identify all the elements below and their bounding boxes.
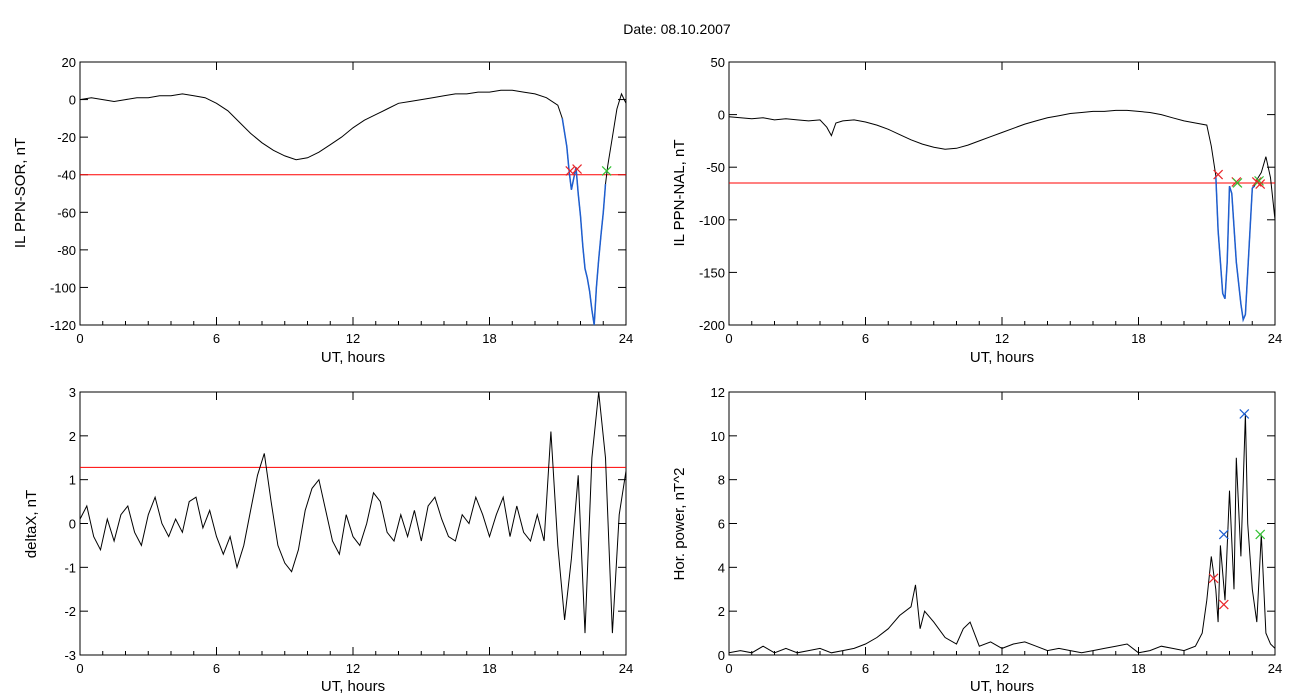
power-series-line <box>728 413 1276 654</box>
panel-deltax-ylabel: deltaX, nT <box>23 490 40 558</box>
deltax-xtick-label: 18 <box>482 661 496 676</box>
panel-nal-ylabel: IL PPN-NAL, nT <box>671 140 688 247</box>
power-marker-green <box>1255 529 1266 540</box>
deltax-ytick-label: 0 <box>69 517 76 532</box>
nal-xtick-label: 0 <box>725 331 732 346</box>
deltax-ytick-label: 3 <box>69 385 76 400</box>
sor-ytick-label: -100 <box>50 280 76 295</box>
nal-series-line <box>728 109 1276 322</box>
sor-xtick-label: 6 <box>213 331 220 346</box>
panel-deltax-xlabel: UT, hours <box>321 678 385 695</box>
power-ytick-label: 4 <box>718 560 725 575</box>
sor-marker-green <box>601 166 612 176</box>
nal-marker-green <box>1232 178 1243 188</box>
deltax-ytick-label: 1 <box>69 473 76 488</box>
sor-ytick-label: 20 <box>62 55 76 70</box>
nal-plot-frame <box>728 61 1276 326</box>
power-xtick-label: 24 <box>1268 661 1282 676</box>
panel-sor-xlabel: UT, hours <box>321 349 385 366</box>
power-ytick-label: 12 <box>711 385 725 400</box>
nal-ytick-label: -200 <box>699 318 725 333</box>
sor-series-line <box>79 89 627 326</box>
nal-ytick-label: -50 <box>706 160 725 175</box>
power-xtick-label: 6 <box>862 661 869 676</box>
deltax-ytick-label: -2 <box>64 604 76 619</box>
panel-sor-ylabel: IL PPN-SOR, nT <box>12 138 29 248</box>
panel-power: Hor. power, nT^2 UT, hours 0 6 12 18 2402468… <box>671 385 1282 695</box>
panel-nal: IL PPN-NAL, nT UT, hours 0 6 12 18 24 -200 -15… <box>671 55 1282 366</box>
panel-nal-xlabel: UT, hours <box>970 349 1034 366</box>
sor-marker-red <box>572 164 583 175</box>
sor-ytick-label: 0 <box>69 93 76 108</box>
panel-power-ylabel: Hor. power, nT^2 <box>671 468 688 581</box>
deltax-ytick-label: -1 <box>64 560 76 575</box>
deltax-series-line <box>79 391 627 634</box>
power-marker-blue <box>1218 529 1229 540</box>
deltax-xtick-label: 12 <box>346 661 360 676</box>
sor-ytick-label: -60 <box>57 205 76 220</box>
deltax-ytick-label: 2 <box>69 429 76 444</box>
nal-marker-green <box>1254 175 1264 186</box>
power-xtick-label: 12 <box>995 661 1009 676</box>
sor-xtick-label: 0 <box>76 331 83 346</box>
sor-plot-frame <box>79 61 627 326</box>
sor-xtick-label: 12 <box>346 331 360 346</box>
deltax-xtick-label: 0 <box>76 661 83 676</box>
sor-ytick-label: -20 <box>57 130 76 145</box>
sor-ytick-label: -40 <box>57 168 76 183</box>
power-xtick-label: 18 <box>1131 661 1145 676</box>
sor-xtick-label: 18 <box>482 331 496 346</box>
power-ytick-label: 10 <box>711 429 725 444</box>
deltax-ytick-label: -3 <box>64 648 76 663</box>
power-ytick-label: 6 <box>718 517 725 532</box>
sor-highlight-segment <box>561 118 607 326</box>
sor-ytick-label: -80 <box>57 243 76 258</box>
nal-highlight-segment <box>1215 175 1256 323</box>
power-xtick-label: 0 <box>725 661 732 676</box>
nal-xtick-label: 6 <box>862 331 869 346</box>
nal-xtick-label: 24 <box>1268 331 1282 346</box>
figure-title: Date: 08.10.2007 <box>623 21 731 37</box>
nal-ytick-label: -100 <box>699 213 725 228</box>
power-marker-red <box>1208 573 1219 584</box>
power-ytick-label: 0 <box>718 648 725 663</box>
nal-xtick-label: 18 <box>1131 331 1145 346</box>
nal-marker-red <box>1255 179 1266 189</box>
sor-xtick-label: 24 <box>619 331 633 346</box>
power-marker-red <box>1218 599 1229 610</box>
power-plot-frame <box>728 391 1276 656</box>
power-ytick-label: 8 <box>718 473 725 488</box>
nal-xtick-label: 12 <box>995 331 1009 346</box>
power-marker-blue <box>1239 408 1250 419</box>
nal-ytick-label: 50 <box>711 55 725 70</box>
sor-marker-red <box>565 166 576 176</box>
deltax-xtick-label: 6 <box>213 661 220 676</box>
deltax-xtick-label: 24 <box>619 661 633 676</box>
panel-power-xlabel: UT, hours <box>970 678 1034 695</box>
nal-ytick-label: -150 <box>699 265 725 280</box>
sor-ytick-label: -120 <box>50 318 76 333</box>
power-ytick-label: 2 <box>718 604 725 619</box>
nal-marker-red <box>1213 169 1224 180</box>
panel-sor: IL PPN-SOR, nT UT, hours 0 6 12 18 24 -120 -10… <box>12 55 633 366</box>
nal-ytick-label: 0 <box>718 108 725 123</box>
